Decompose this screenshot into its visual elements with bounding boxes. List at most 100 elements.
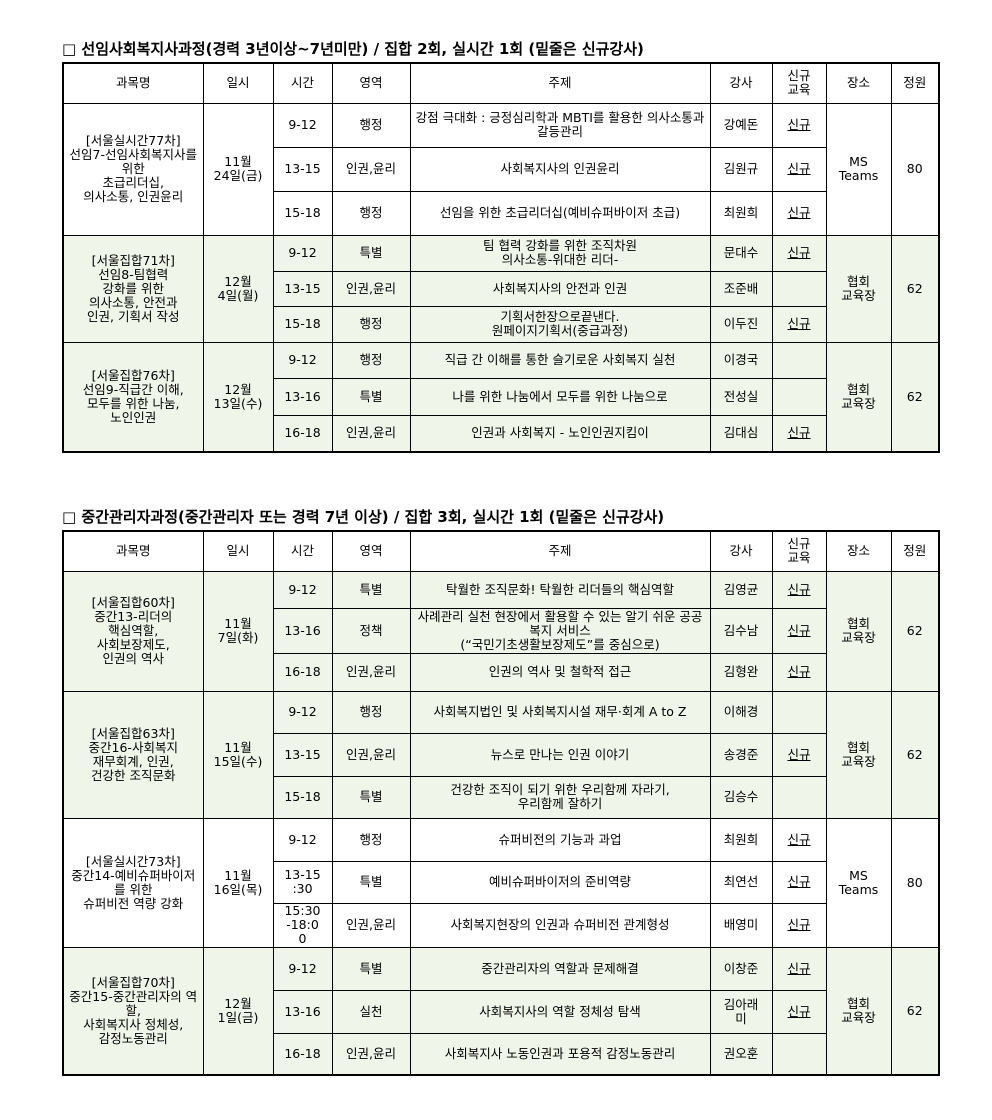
table-row: 13-15 인권,윤리 사회복지사의 안전과 인권 조준배 xyxy=(63,270,939,307)
instructor: 이창준 xyxy=(709,946,773,991)
area: 인권,윤리 xyxy=(331,1032,411,1076)
capacity: 62 xyxy=(890,570,940,692)
topic: 사회복지사의 역할 정체성 탐색 xyxy=(409,989,711,1034)
time: 16-18 xyxy=(272,1032,333,1076)
time: 13-15 :30 xyxy=(272,860,333,904)
new-instructor-badge: 신규 xyxy=(771,607,827,654)
topic: 나를 위한 나눔에서 모두를 위한 나눔으로 xyxy=(409,377,711,416)
course-name: [서울집합70차] 중간15-중간관리자의 역할, 사회복지사 정체성, 감정노… xyxy=(62,946,204,1076)
area: 행정 xyxy=(331,102,411,148)
area: 특별 xyxy=(331,775,411,819)
instructor: 김영균 xyxy=(709,570,773,609)
topic: 팀 협력 강화를 위한 조직차원 의사소통-위대한 리더- xyxy=(409,234,711,272)
topic: 선임을 위한 초급리더십(예비슈퍼바이저 초급) xyxy=(409,190,711,236)
section-title-middle-manager: □ 중간관리자과정(중간관리자 또는 경력 7년 이상) / 집합 3회, 실시… xyxy=(62,508,665,526)
topic: 중간관리자의 역할과 문제해결 xyxy=(409,946,711,991)
topic: 직급 간 이해를 통한 슬기로운 사회복지 실천 xyxy=(409,341,711,379)
table-row: [서울실시간73차] 중간14-예비슈퍼바이저를 위한 슈퍼비전 역량 강화 11… xyxy=(62,817,940,948)
table-row: 16-18 인권,윤리 사회복지사 노동인권과 포용적 감정노동관리 권오훈 xyxy=(63,1032,939,1076)
new-instructor-badge: 신규 xyxy=(771,817,827,862)
course-name: [서울집합63차] 중간16-사회복지 재무회계, 인권, 건강한 조직문화 xyxy=(62,690,204,819)
course-name: [서울집합76차] 선임9-직급간 이해, 모두를 위한 나눔, 노인인권 xyxy=(62,341,204,453)
new-instructor-badge: 신규 xyxy=(771,305,827,343)
section-title-senior: □ 선임사회복지사과정(경력 3년이상~7년미만) / 집합 2회, 실시간 1… xyxy=(62,40,644,58)
new-instructor-badge: 신규 xyxy=(771,860,827,904)
table-row: [서울집합70차] 중간15-중간관리자의 역할, 사회복지사 정체성, 감정노… xyxy=(62,946,940,1076)
time: 13-16 xyxy=(272,989,333,1034)
table-row: [서울실시간77차] 선임7-선임사회복지사를 위한 초급리더십, 의사소통, … xyxy=(62,102,940,236)
area: 인권,윤리 xyxy=(331,270,411,307)
time: 9-12 xyxy=(272,570,333,609)
area: 행정 xyxy=(331,190,411,236)
new-instructor-badge: 신규 xyxy=(771,570,827,609)
place: 협회 교육장 xyxy=(825,690,892,819)
table-row: 15-18 행정 기획서한장으로끝낸다. 원페이지기획서(중급과정) 이두진 신규 xyxy=(63,305,939,343)
topic: 기획서한장으로끝낸다. 원페이지기획서(중급과정) xyxy=(409,305,711,343)
header-place: 장소 xyxy=(825,530,892,572)
new-instructor-badge: 신규 xyxy=(771,989,827,1034)
area: 행정 xyxy=(331,305,411,343)
area: 특별 xyxy=(331,377,411,416)
instructor: 이경국 xyxy=(709,341,773,379)
time: 9-12 xyxy=(272,234,333,272)
instructor: 조준배 xyxy=(709,270,773,307)
new-instructor-badge: 신규 xyxy=(771,902,827,948)
new-instructor-badge xyxy=(771,377,827,416)
area: 특별 xyxy=(331,234,411,272)
capacity: 80 xyxy=(890,102,940,236)
topic: 사회복지현장의 인권과 슈퍼비전 관계형성 xyxy=(409,902,711,948)
header-capacity: 정원 xyxy=(890,62,940,104)
new-instructor-badge xyxy=(771,341,827,379)
capacity: 62 xyxy=(890,234,940,343)
header-place: 장소 xyxy=(825,62,892,104)
topic: 사회복지사의 인권윤리 xyxy=(409,146,711,192)
new-instructor-badge: 신규 xyxy=(771,102,827,148)
course-name: [서울실시간73차] 중간14-예비슈퍼바이저를 위한 슈퍼비전 역량 강화 xyxy=(62,817,204,948)
date: 11월 16일(목) xyxy=(202,817,274,948)
place: 협회 교육장 xyxy=(825,570,892,692)
topic: 뉴스로 만나는 인권 이야기 xyxy=(409,732,711,777)
time: 16-18 xyxy=(272,652,333,692)
new-instructor-badge xyxy=(771,690,827,734)
time: 9-12 xyxy=(272,946,333,991)
area: 정책 xyxy=(331,607,411,654)
table-row: 15-18 특별 건강한 조직이 되기 위한 우리함께 자라기, 우리함께 잘하기 김… xyxy=(63,775,939,819)
instructor: 김수남 xyxy=(709,607,773,654)
time: 13-16 xyxy=(272,377,333,416)
capacity: 62 xyxy=(890,946,940,1076)
header-new-instructor: 신규 교육 xyxy=(771,62,827,104)
header-new-instructor: 신규 교육 xyxy=(771,530,827,572)
table-row: [서울집합60차] 중간13-리더의 핵심역할, 사회보장제도, 인권의 역사 1… xyxy=(62,570,940,692)
schedule-table-middle-manager: 과목명 일시 시간 영역 주제 강사 신규 교육 장소 정원 [서울집합60차] 중간13-리더의… xyxy=(62,530,940,1076)
area: 특별 xyxy=(331,570,411,609)
date: 11월 15일(수) xyxy=(202,690,274,819)
new-instructor-badge: 신규 xyxy=(771,146,827,192)
table-row: 16-18 인권,윤리 인권과 사회복지 - 노인인권지킴이 김대심 신규 xyxy=(63,414,939,453)
new-instructor-badge xyxy=(771,270,827,307)
new-instructor-badge: 신규 xyxy=(771,652,827,692)
topic: 사회복지사 노동인권과 포용적 감정노동관리 xyxy=(409,1032,711,1076)
area: 인권,윤리 xyxy=(331,652,411,692)
time: 15:30 -18:0 0 xyxy=(272,902,333,948)
instructor: 권오훈 xyxy=(709,1032,773,1076)
header-time: 시간 xyxy=(272,530,333,572)
header-topic: 주제 xyxy=(409,530,711,572)
header-time: 시간 xyxy=(272,62,333,104)
table-row: 13-16 정책 사례관리 실천 현장에서 활용할 수 있는 알기 쉬운 공공복지 … xyxy=(63,607,939,654)
course-name: [서울실시간77차] 선임7-선임사회복지사를 위한 초급리더십, 의사소통, … xyxy=(62,102,204,236)
new-instructor-badge: 신규 xyxy=(771,946,827,991)
header-area: 영역 xyxy=(331,530,411,572)
place: MS Teams xyxy=(825,102,892,236)
new-instructor-badge: 신규 xyxy=(771,732,827,777)
date: 12월 4일(월) xyxy=(202,234,274,343)
topic: 예비슈퍼바이저의 준비역량 xyxy=(409,860,711,904)
schedule-table-senior: 과목명 일시 시간 영역 주제 강사 신규 교육 장소 정원 [서울실시간77차] 선임7-선임사… xyxy=(62,62,940,453)
area: 실천 xyxy=(331,989,411,1034)
new-instructor-badge xyxy=(771,1032,827,1076)
header-instructor: 강사 xyxy=(709,530,773,572)
area: 행정 xyxy=(331,690,411,734)
new-instructor-badge xyxy=(771,775,827,819)
topic: 강점 극대화 : 긍정심리학과 MBTI를 활용한 의사소통과 갈등관리 xyxy=(409,102,711,148)
topic: 사회복지사의 안전과 인권 xyxy=(409,270,711,307)
instructor: 김원규 xyxy=(709,146,773,192)
